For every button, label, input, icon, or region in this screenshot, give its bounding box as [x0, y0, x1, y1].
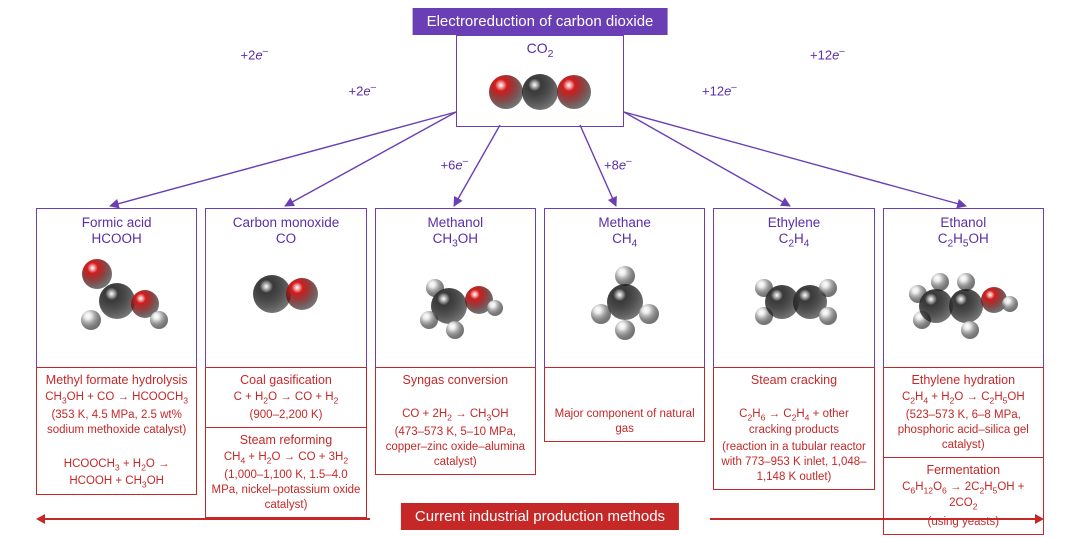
- industrial-method: FermentationC6H12O6 → 2C2H5OH + 2CO2(usi…: [883, 457, 1044, 535]
- industrial-method: Steam reforming CH4 + H2O → CO + 3H2(1,00…: [205, 427, 366, 519]
- industrial-line: CO + 2H2 → CH3OH: [380, 407, 531, 424]
- industrial-title: Steam reforming: [210, 432, 361, 448]
- industrial-line: HCOOCH3 + H2O → HCOOH + CH3OH: [41, 457, 192, 490]
- industrial-line: [549, 374, 700, 389]
- industrial-line: C + H2O → CO + H2: [210, 390, 361, 407]
- industrial-title: Ethylene hydration: [888, 372, 1039, 388]
- product-name: Ethanol: [888, 215, 1039, 231]
- product-name: Methane: [549, 215, 700, 231]
- molecule-icon: [718, 250, 869, 350]
- product-name: Formic acid: [41, 215, 192, 231]
- product-formula: CH4: [549, 231, 700, 250]
- industrial-method: Ethylene hydration C2H4 + H2O → C2H5OH(52…: [883, 367, 1044, 459]
- industrial-line: [380, 390, 531, 405]
- industrial-line: (353 K, 4.5 MPa, 2.5 wt% sodium methoxid…: [41, 408, 192, 438]
- product-column: Ethanol C2H5OH: [883, 208, 1044, 535]
- edge-label: +2e–: [241, 46, 269, 62]
- molecule-icon: [888, 250, 1039, 350]
- industrial-line: [41, 440, 192, 455]
- industrial-title: Syngas conversion: [380, 372, 531, 388]
- industrial-line: C6H12O6 → 2C2H5OH + 2CO2: [888, 480, 1039, 513]
- industrial-method: Methyl formate hydrolysis CH3OH + CO → HC…: [36, 367, 197, 496]
- industrial-title: Fermentation: [888, 462, 1039, 478]
- product-header: Carbon monoxide CO: [205, 208, 366, 368]
- source-box: CO2: [456, 35, 624, 127]
- product-column: Methanol CH3OH Syngas conversion CO + 2H…: [375, 208, 536, 535]
- product-name: Carbon monoxide: [210, 215, 361, 231]
- industrial-line: [549, 390, 700, 405]
- molecule-icon: [41, 246, 192, 346]
- bottom-banner: Current industrial production methods: [401, 503, 679, 530]
- product-header: Methanol CH3OH: [375, 208, 536, 368]
- product-header: Ethylene C2H4: [713, 208, 874, 368]
- product-formula: C2H5OH: [888, 231, 1039, 250]
- product-column: Carbon monoxide CO Coal gasification C + …: [205, 208, 366, 535]
- industrial-title: Coal gasification: [210, 372, 361, 388]
- top-banner: Electroreduction of carbon dioxide: [413, 8, 668, 35]
- industrial-title: Steam cracking: [718, 372, 869, 388]
- product-column: Ethylene C2H4 Steam cracking C2H6 → C2H4…: [713, 208, 874, 535]
- industrial-title: Methyl formate hydrolysis: [41, 372, 192, 388]
- industrial-method: Coal gasification C + H2O → CO + H2(900–2…: [205, 367, 366, 429]
- edge-label: +2e–: [349, 82, 377, 98]
- product-name: Methanol: [380, 215, 531, 231]
- industrial-line: (523–573 K, 6–8 MPa, phosphoric acid–sil…: [888, 408, 1039, 453]
- product-name: Ethylene: [718, 215, 869, 231]
- molecule-icon: [380, 250, 531, 350]
- edge-label: +12e–: [702, 82, 737, 98]
- industrial-line: (473–573 K, 5–10 MPa, copper–zinc oxide–…: [380, 425, 531, 470]
- molecule-icon: [210, 246, 361, 346]
- source-formula: CO2: [465, 40, 615, 60]
- industrial-line: (900–2,200 K): [210, 408, 361, 423]
- industrial-method: Steam cracking C2H6 → C2H4 + other crack…: [713, 367, 874, 490]
- product-header: Ethanol C2H5OH: [883, 208, 1044, 368]
- industrial-method: Major component of natural gas: [544, 367, 705, 443]
- industrial-line: [718, 390, 869, 405]
- product-column: Formic acid HCOOH Methyl formate hydroly…: [36, 208, 197, 535]
- product-header: Methane CH4: [544, 208, 705, 368]
- industrial-method: Syngas conversion CO + 2H2 → CH3OH(473–5…: [375, 367, 536, 476]
- product-header: Formic acid HCOOH: [36, 208, 197, 368]
- product-formula: CH3OH: [380, 231, 531, 250]
- industrial-line: C2H4 + H2O → C2H5OH: [888, 390, 1039, 407]
- product-formula: HCOOH: [41, 231, 192, 246]
- industrial-line: CH4 + H2O → CO + 3H2: [210, 450, 361, 467]
- industrial-line: CH3OH + CO → HCOOCH3: [41, 390, 192, 407]
- industrial-line: C2H6 → C2H4 + other cracking products: [718, 407, 869, 438]
- industrial-line: Major component of natural gas: [549, 407, 700, 437]
- molecule-icon: [549, 250, 700, 350]
- product-formula: C2H4: [718, 231, 869, 250]
- edge-label: +6e–: [441, 156, 469, 172]
- edge-label: +12e–: [810, 46, 845, 62]
- product-formula: CO: [210, 231, 361, 246]
- co2-molecule-icon: [465, 62, 615, 122]
- products-row: Formic acid HCOOH Methyl formate hydroly…: [36, 208, 1044, 535]
- industrial-line: (1,000–1,100 K, 1.5–4.0 MPa, nickel–pota…: [210, 468, 361, 513]
- product-column: Methane CH4 Major component of natural g…: [544, 208, 705, 535]
- edge-label: +8e–: [604, 156, 632, 172]
- industrial-line: (reaction in a tubular reactor with 773–…: [718, 440, 869, 485]
